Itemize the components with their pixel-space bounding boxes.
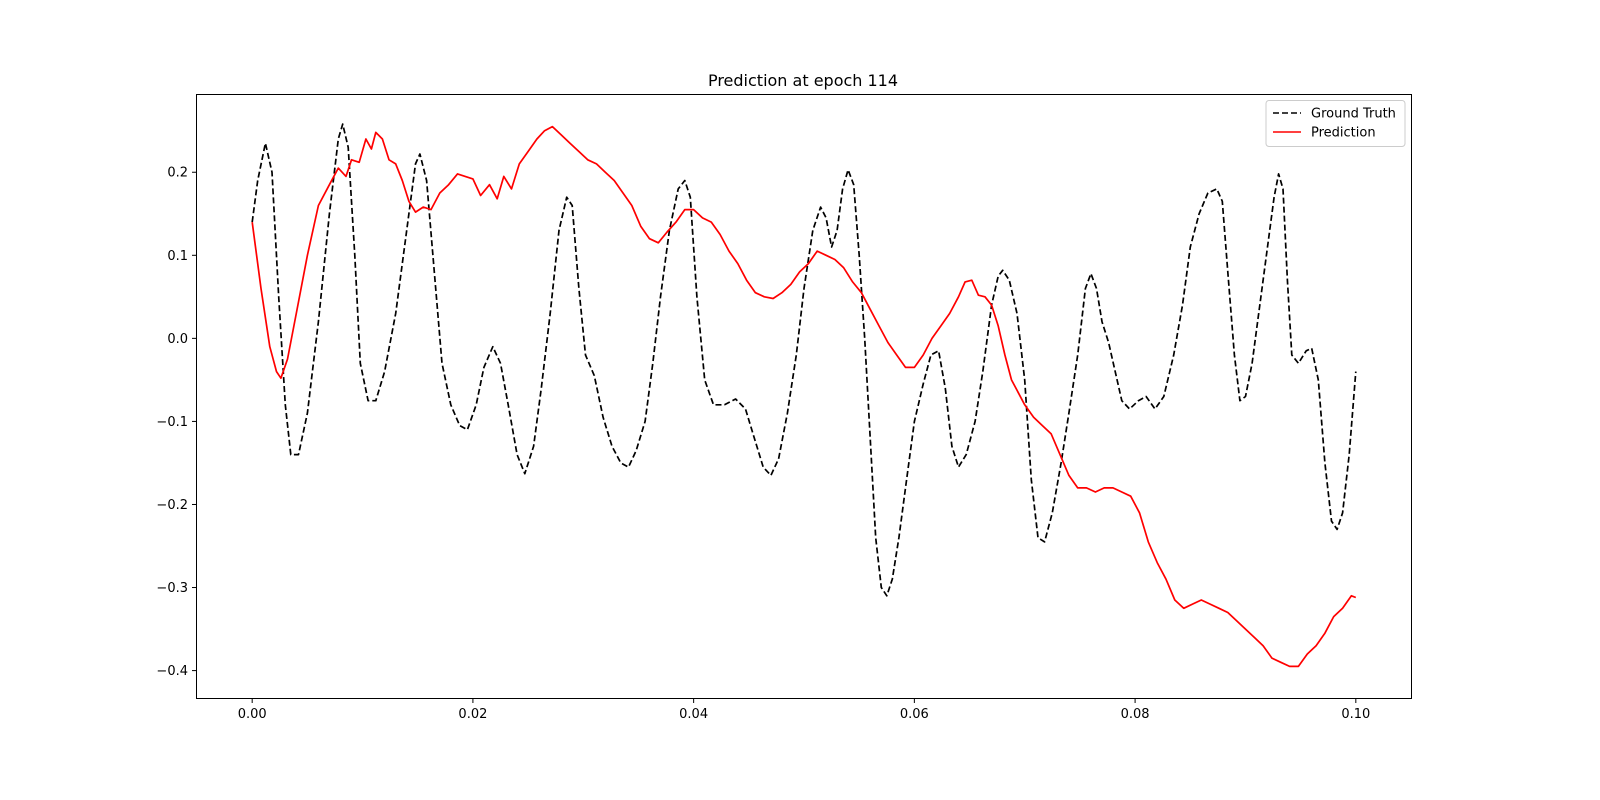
x-tick-label: 0.06	[900, 707, 929, 722]
x-tick-label: 0.04	[679, 707, 708, 722]
y-tick-label: −0.2	[156, 498, 188, 513]
x-tick-label: 0.10	[1341, 707, 1370, 722]
legend-label-ground-truth: Ground Truth	[1311, 107, 1396, 122]
x-axis: 0.00 0.02 0.04 0.06 0.08 0.10	[238, 698, 1370, 722]
legend-label-prediction: Prediction	[1311, 126, 1376, 141]
series-layer	[251, 123, 1357, 668]
y-tick-label: −0.4	[156, 664, 188, 679]
y-tick-label: 0.2	[167, 166, 188, 181]
y-tick-label: 0.1	[167, 249, 188, 264]
legend: Ground Truth Prediction	[1265, 100, 1406, 147]
y-axis: 0.2 0.1 0.0 −0.1 −0.2 −0.3 −0.4	[156, 166, 197, 679]
series-line-ground-truth	[251, 123, 1357, 597]
x-tick-label: 0.08	[1121, 707, 1150, 722]
x-tick-label: 0.00	[238, 707, 267, 722]
chart-title: Prediction at epoch 114	[708, 71, 898, 90]
y-tick-label: 0.0	[167, 332, 188, 347]
x-tick-label: 0.02	[458, 707, 487, 722]
plot-frame	[196, 94, 1412, 699]
y-tick-label: −0.3	[156, 581, 188, 596]
series-line-prediction	[251, 125, 1357, 668]
legend-box	[1265, 100, 1406, 147]
y-tick-label: −0.1	[156, 415, 188, 430]
